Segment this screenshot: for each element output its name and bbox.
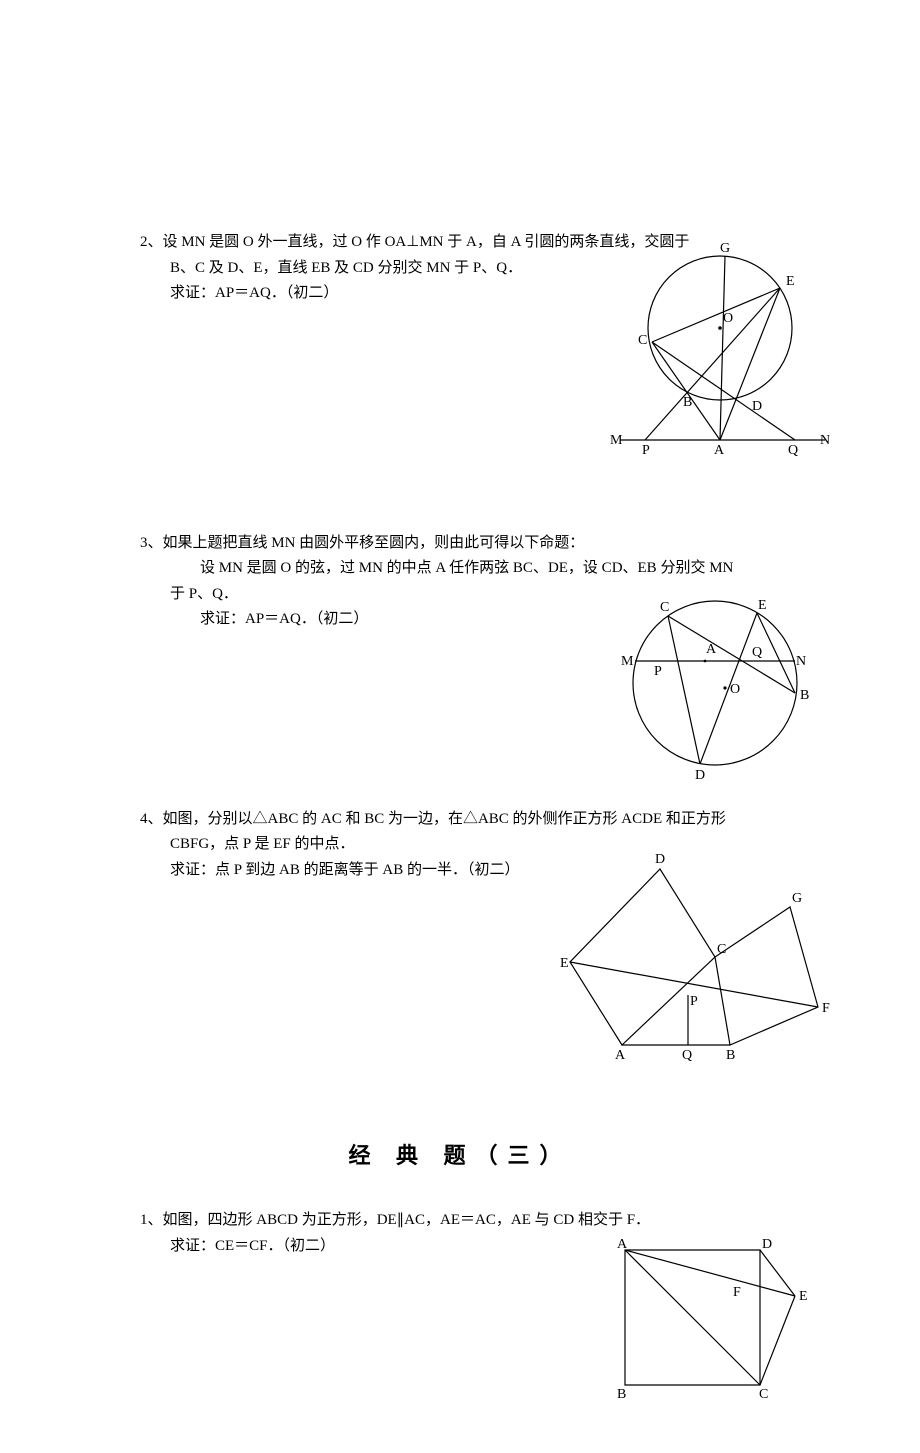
label-Q: Q [682, 1048, 692, 1062]
problem-4: 4、如图，分别以△ABC 的 AC 和 BC 为一边，在△ABC 的外侧作正方形… [140, 807, 780, 884]
label-Q: Q [752, 645, 762, 660]
label-B: B [617, 1387, 626, 1402]
label-P: P [642, 443, 650, 458]
problem-1b: 1、如图，四边形 ABCD 为正方形，DE∥AC，AE＝AC，AE 与 CD 相… [140, 1208, 780, 1259]
label-C: C [759, 1387, 768, 1402]
figure-2-svg: G E O C B D M P A Q N [610, 240, 835, 460]
problem-3: 3、如果上题把直线 MN 由圆外平移至圆内，则由此可得以下命题： 设 MN 是圆… [140, 531, 780, 633]
label-N: N [820, 433, 830, 448]
label-M: M [610, 433, 623, 448]
figure-1b: A D F E B C [615, 1238, 810, 1403]
label-C: C [717, 942, 726, 957]
label-D: D [655, 852, 665, 867]
label-A: A [714, 443, 725, 458]
problem-2: 2、设 MN 是圆 O 外一直线，过 O 作 OA⊥MN 于 A，自 A 引圆的… [140, 230, 780, 307]
problem-number: 3、 [140, 535, 163, 551]
figure-1b-svg: A D F E B C [615, 1238, 810, 1403]
label-D: D [695, 768, 705, 783]
figure-3-svg: C E A Q M P N O B D [610, 583, 820, 783]
label-D: D [752, 399, 762, 414]
problem-line: 如图，四边形 ABCD 为正方形，DE∥AC，AE＝AC，AE 与 CD 相交于… [163, 1212, 651, 1228]
label-B: B [683, 395, 692, 410]
label-O: O [723, 311, 733, 326]
figure-3: C E A Q M P N O B D [610, 583, 820, 783]
label-B: B [726, 1048, 735, 1062]
label-O: O [730, 682, 740, 697]
section-title: 经 典 题（三） [140, 1137, 780, 1174]
label-C: C [638, 333, 647, 348]
label-F: F [733, 1285, 741, 1300]
label-P: P [690, 994, 698, 1009]
label-E: E [758, 598, 767, 613]
problem-number: 1、 [140, 1212, 163, 1228]
label-D: D [762, 1238, 772, 1252]
label-G: G [792, 891, 802, 906]
figure-4: D G C E P F A Q B [560, 847, 835, 1062]
label-F: F [822, 1001, 830, 1016]
label-E: E [560, 956, 569, 971]
problem-number: 4、 [140, 811, 163, 827]
figure-4-svg: D G C E P F A Q B [560, 847, 835, 1062]
problem-line: 设 MN 是圆 O 的弦，过 MN 的中点 A 任作两弦 BC、DE，设 CD、… [140, 556, 780, 582]
label-A: A [615, 1048, 626, 1062]
label-N: N [796, 654, 806, 669]
problem-line: 如图，分别以△ABC 的 AC 和 BC 为一边，在△ABC 的外侧作正方形 A… [163, 811, 726, 827]
problem-line: 如果上题把直线 MN 由圆外平移至圆内，则由此可得以下命题： [163, 535, 585, 551]
label-M: M [621, 654, 634, 669]
label-G: G [720, 241, 730, 256]
label-P: P [654, 664, 662, 679]
label-C: C [660, 600, 669, 615]
label-E: E [799, 1289, 808, 1304]
label-E: E [786, 274, 795, 289]
label-B: B [800, 688, 809, 703]
label-A: A [617, 1238, 628, 1252]
problem-number: 2、 [140, 234, 163, 250]
label-Q: Q [788, 443, 798, 458]
figure-2: G E O C B D M P A Q N [610, 240, 835, 460]
label-A: A [706, 642, 717, 657]
